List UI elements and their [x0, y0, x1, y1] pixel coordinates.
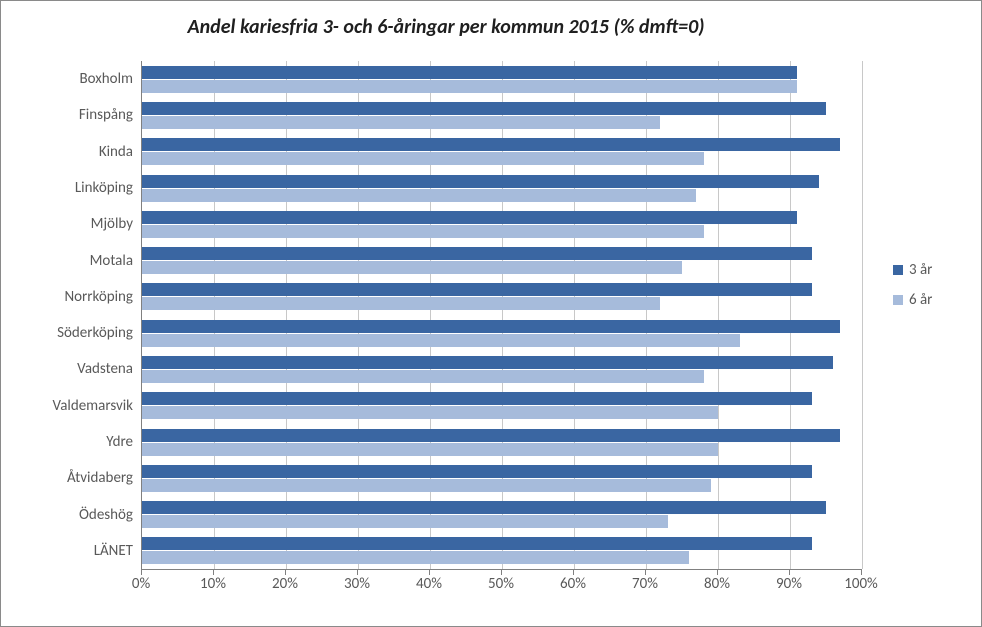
bar-6ar — [142, 479, 711, 492]
bar-6ar — [142, 116, 660, 129]
x-tick — [141, 569, 142, 575]
bar-3ar — [142, 211, 797, 224]
y-axis-label: Ydre — [1, 433, 133, 451]
legend: 3 år 6 år — [893, 261, 963, 321]
bar-3ar — [142, 465, 812, 478]
x-tick — [645, 569, 646, 575]
x-axis-label: 20% — [272, 575, 298, 593]
chart-title: Andel kariesfria 3- och 6-åringar per ko… — [1, 15, 891, 39]
y-axis-label: Söderköping — [1, 324, 133, 342]
y-axis-label: Finspång — [1, 106, 133, 124]
bar-6ar — [142, 189, 696, 202]
y-axis-label: Åtvidaberg — [1, 469, 133, 487]
legend-swatch-6ar — [893, 295, 903, 305]
bar-3ar — [142, 175, 819, 188]
y-axis-labels: Boxholm Finspång Kinda Linköping Mjölby Motal… — [1, 61, 133, 569]
plot-area — [141, 61, 862, 570]
bar-6ar — [142, 225, 704, 238]
y-axis-label: Linköping — [1, 179, 133, 197]
x-tick — [285, 569, 286, 575]
bar-3ar — [142, 356, 833, 369]
y-axis-label: Motala — [1, 252, 133, 270]
gridline — [718, 61, 719, 569]
bar-6ar — [142, 334, 740, 347]
bar-6ar — [142, 80, 797, 93]
legend-label-6ar: 6 år — [909, 291, 932, 309]
gridline — [646, 61, 647, 569]
legend-swatch-3ar — [893, 265, 903, 275]
bar-6ar — [142, 551, 689, 564]
bar-6ar — [142, 515, 668, 528]
bar-3ar — [142, 102, 826, 115]
x-axis-label: 50% — [488, 575, 514, 593]
y-axis-label: Boxholm — [1, 70, 133, 88]
x-axis-label: 40% — [416, 575, 442, 593]
gridline — [862, 61, 863, 569]
gridline — [358, 61, 359, 569]
x-axis-label: 30% — [344, 575, 370, 593]
bar-3ar — [142, 283, 812, 296]
x-axis-label: 90% — [776, 575, 802, 593]
bar-3ar — [142, 429, 840, 442]
y-axis-label: Ödeshög — [1, 506, 133, 524]
x-tick — [501, 569, 502, 575]
x-axis-label: 60% — [560, 575, 586, 593]
gridline — [214, 61, 215, 569]
bar-3ar — [142, 247, 812, 260]
x-axis-label: 0% — [132, 575, 150, 593]
bar-6ar — [142, 261, 682, 274]
gridline — [286, 61, 287, 569]
x-tick — [789, 569, 790, 575]
bar-3ar — [142, 392, 812, 405]
gridline — [502, 61, 503, 569]
legend-item-3ar: 3 år — [893, 261, 963, 279]
legend-label-3ar: 3 år — [909, 261, 932, 279]
bar-6ar — [142, 443, 718, 456]
chart-frame: Andel kariesfria 3- och 6-åringar per ko… — [0, 0, 982, 627]
bar-6ar — [142, 370, 704, 383]
y-axis-label: Vadstena — [1, 360, 133, 378]
bar-6ar — [142, 406, 718, 419]
bar-6ar — [142, 297, 660, 310]
bar-3ar — [142, 537, 812, 550]
y-axis-label: Valdemarsvik — [1, 397, 133, 415]
gridline — [430, 61, 431, 569]
bar-6ar — [142, 152, 704, 165]
bar-3ar — [142, 66, 797, 79]
bar-3ar — [142, 138, 840, 151]
bar-3ar — [142, 320, 840, 333]
x-tick — [861, 569, 862, 575]
y-axis-label: Norrköping — [1, 288, 133, 306]
x-axis-labels: 0%10%20%30%40%50%60%70%80%90%100% — [141, 575, 861, 599]
x-axis-label: 70% — [632, 575, 658, 593]
bar-3ar — [142, 501, 826, 514]
x-tick — [213, 569, 214, 575]
y-axis-label: LÄNET — [1, 542, 133, 560]
x-axis-label: 100% — [844, 575, 878, 593]
y-axis-label: Kinda — [1, 143, 133, 161]
x-tick — [573, 569, 574, 575]
x-axis-label: 10% — [200, 575, 226, 593]
gridline — [574, 61, 575, 569]
gridline — [790, 61, 791, 569]
legend-item-6ar: 6 år — [893, 291, 963, 309]
y-axis-label: Mjölby — [1, 215, 133, 233]
x-tick — [717, 569, 718, 575]
x-tick — [429, 569, 430, 575]
x-axis-label: 80% — [704, 575, 730, 593]
x-tick — [357, 569, 358, 575]
